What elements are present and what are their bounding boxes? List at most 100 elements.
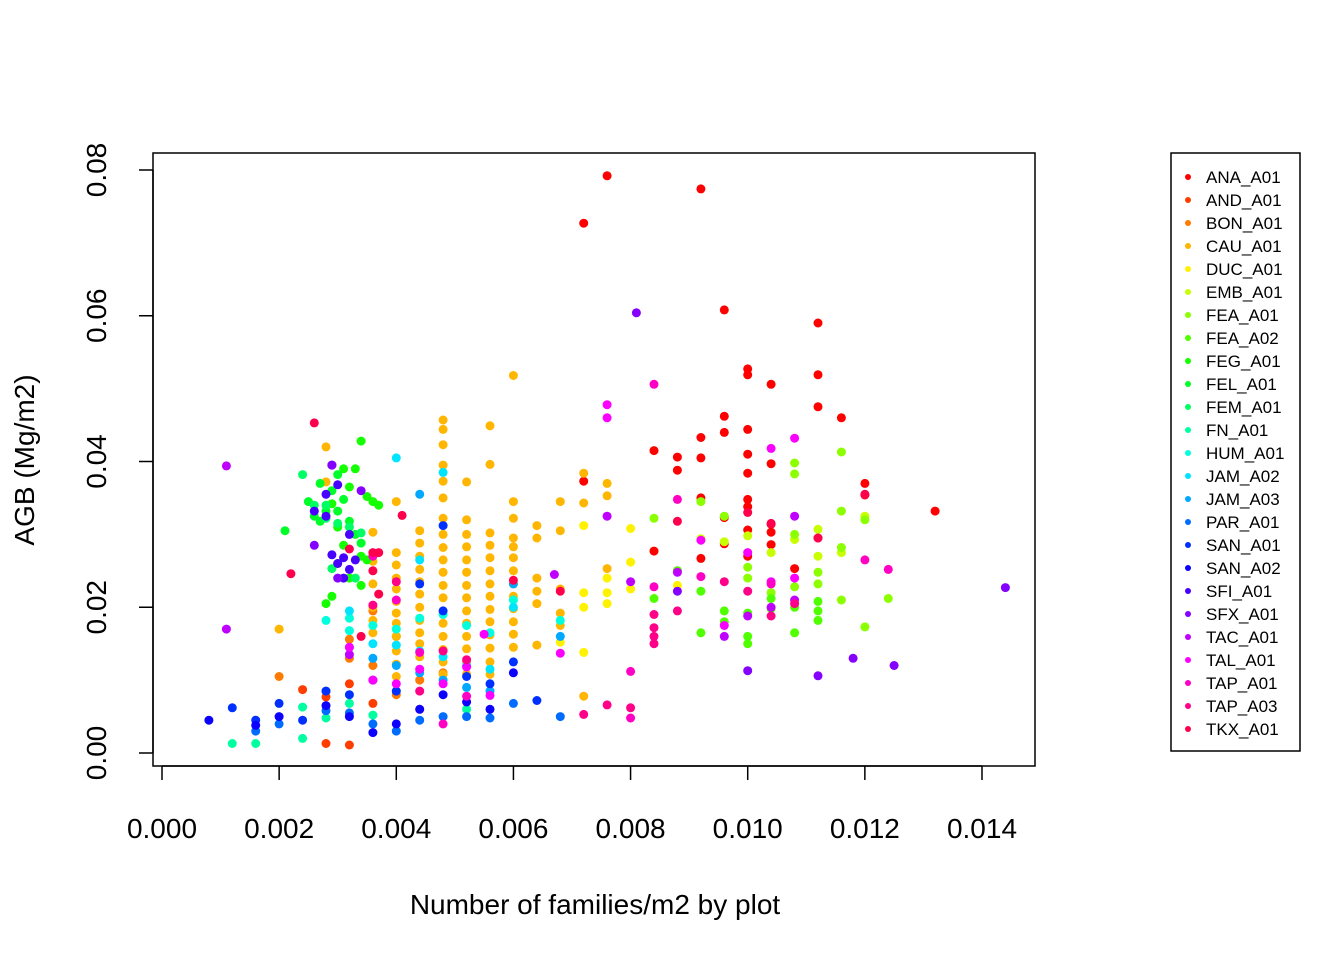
data-point: [368, 653, 378, 663]
legend: ANA_A01 AND_A01 BON_A01 CAU_A01 DUC_A01 EMB_A…: [1170, 152, 1301, 752]
data-point: [462, 712, 472, 722]
legend-label: HUM_A01: [1206, 444, 1284, 463]
data-point: [649, 623, 659, 633]
data-point: [602, 700, 612, 710]
data-point: [415, 555, 425, 565]
data-point: [1000, 583, 1010, 593]
legend-label: FEA_A01: [1206, 306, 1279, 325]
data-point: [438, 529, 448, 539]
data-point: [631, 308, 641, 318]
legend-label: TAL_A01: [1206, 651, 1276, 670]
data-point: [672, 567, 682, 577]
data-point: [327, 564, 337, 574]
data-point: [813, 567, 823, 577]
data-point: [485, 617, 495, 627]
data-point: [321, 739, 331, 748]
legend-marker: [1185, 243, 1191, 249]
legend-label: TAP_A03: [1206, 697, 1278, 716]
data-point: [462, 555, 472, 565]
data-point: [438, 424, 448, 434]
data-point: [462, 672, 472, 681]
legend-label: CAU_A01: [1206, 237, 1282, 256]
data-point: [368, 728, 378, 738]
data-point: [327, 550, 337, 560]
data-point: [696, 553, 706, 563]
data-point: [462, 606, 472, 616]
data-point: [344, 698, 354, 708]
legend-marker: [1185, 588, 1191, 594]
data-point: [462, 644, 472, 654]
data-point: [485, 421, 495, 431]
data-point: [368, 527, 378, 537]
data-point: [508, 668, 518, 678]
data-point: [321, 599, 331, 609]
data-point: [485, 664, 495, 674]
data-point: [356, 436, 366, 446]
legend-marker: [1185, 404, 1191, 410]
data-point: [508, 602, 518, 612]
data-point: [438, 543, 448, 552]
data-point: [579, 476, 589, 486]
legend-marker: [1185, 381, 1191, 387]
data-point: [626, 557, 636, 567]
data-point: [321, 686, 331, 696]
data-point: [309, 418, 319, 428]
data-point: [579, 709, 589, 719]
data-point: [339, 494, 349, 504]
data-point: [438, 513, 448, 523]
data-point: [626, 703, 636, 713]
data-point: [860, 489, 870, 499]
legend-marker: [1185, 266, 1191, 272]
data-point: [672, 606, 682, 616]
y-axis: 0.00 0.02 0.04 0.06 0.08: [81, 143, 154, 780]
data-point: [555, 631, 565, 641]
data-point: [602, 491, 612, 501]
data-point: [344, 626, 354, 636]
data-point: [790, 599, 800, 609]
data-point: [555, 608, 565, 618]
x-axis-label: Number of families/m2 by plot: [410, 889, 781, 920]
y-tick-label: 0.08: [81, 143, 112, 198]
data-point: [485, 704, 495, 714]
data-point: [813, 524, 823, 534]
data-point: [368, 628, 378, 638]
data-point: [813, 615, 823, 625]
legend-label: DUC_A01: [1206, 260, 1283, 279]
data-point: [766, 611, 776, 621]
data-point: [743, 666, 753, 676]
data-point: [462, 477, 472, 487]
data-point: [350, 573, 360, 583]
data-point: [368, 698, 378, 708]
data-point: [298, 702, 308, 712]
data-point: [836, 506, 846, 516]
data-point: [696, 184, 706, 194]
legend-label: TKX_A01: [1206, 720, 1279, 739]
data-point: [462, 542, 472, 552]
data-point: [391, 719, 401, 729]
data-point: [649, 446, 659, 456]
x-tick-label: 0.002: [244, 813, 314, 844]
data-point: [649, 594, 659, 603]
data-point: [333, 480, 343, 490]
data-point: [790, 433, 800, 443]
data-point: [327, 591, 337, 601]
data-point: [339, 464, 349, 474]
data-point: [555, 648, 565, 658]
data-point: [462, 704, 472, 714]
data-point: [813, 579, 823, 589]
data-point: [438, 521, 448, 531]
legend-marker: [1185, 542, 1191, 548]
data-point: [274, 719, 284, 729]
data-point: [883, 594, 893, 603]
legend-marker: [1185, 450, 1191, 456]
data-point: [374, 500, 384, 510]
data-point: [321, 442, 331, 452]
legend-marker: [1185, 174, 1191, 180]
data-point: [508, 617, 518, 627]
data-point: [485, 690, 495, 700]
data-point: [766, 527, 776, 537]
data-point: [374, 589, 384, 599]
legend-label: FEA_A02: [1206, 329, 1279, 348]
data-point: [790, 529, 800, 539]
data-point: [719, 631, 729, 641]
